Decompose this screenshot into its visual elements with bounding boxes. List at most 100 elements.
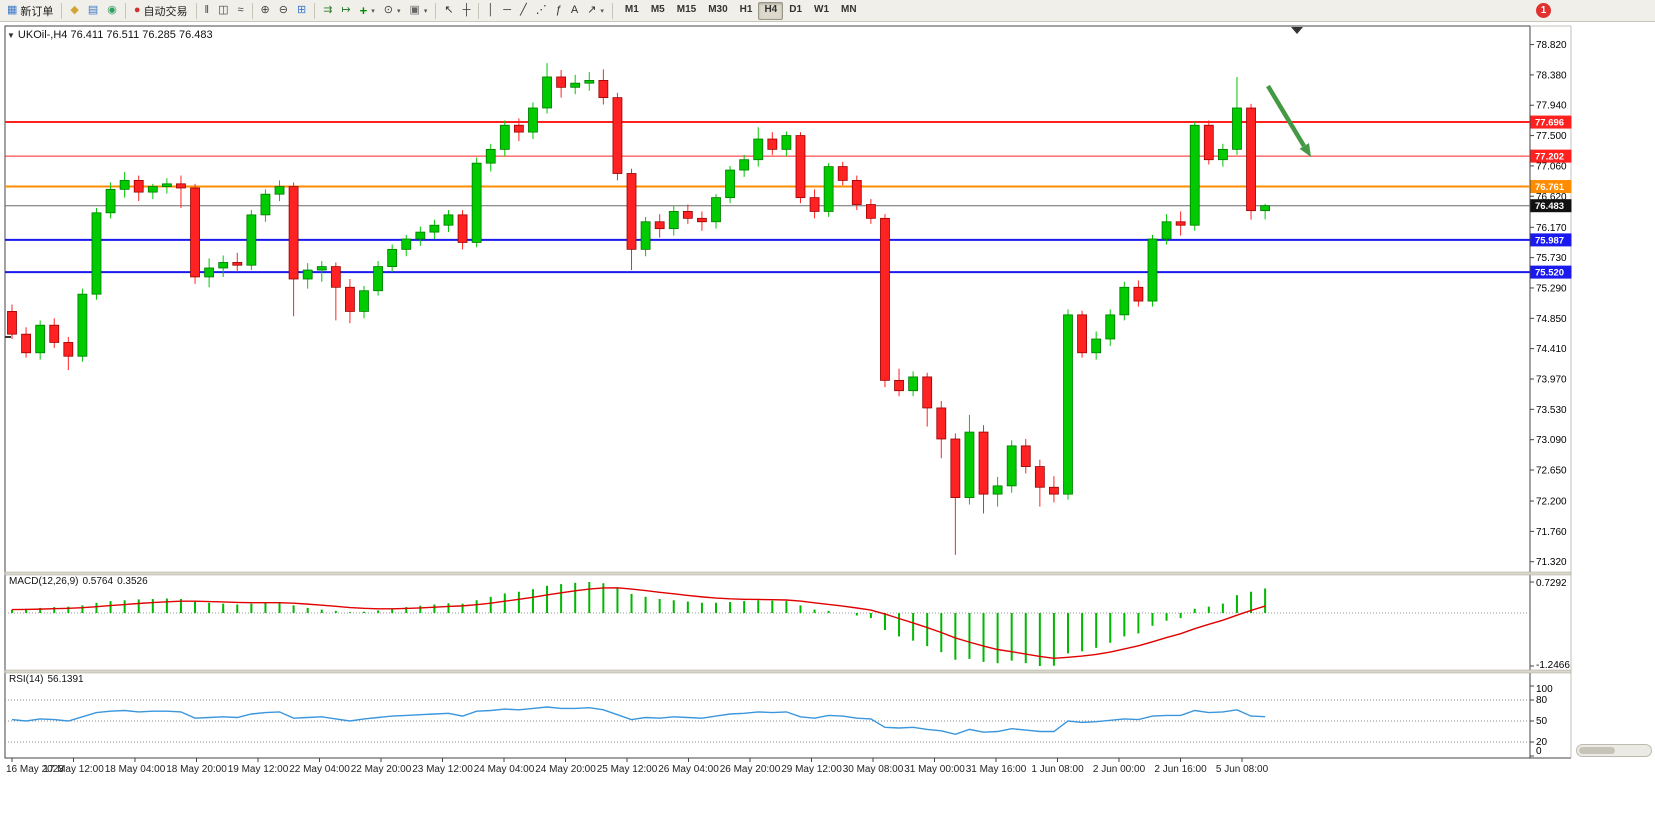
chart-title-text: UKOil-,H4 76.411 76.511 76.285 76.483 (17, 29, 213, 41)
macd-name: MACD(12,26,9) (9, 576, 79, 587)
dropdown-caret-icon: ▾ (396, 7, 401, 15)
zoom-out-icon: ⊖ (278, 4, 288, 16)
new-order-button[interactable]: ▦ 新订单 (3, 2, 57, 20)
auto-scroll-button[interactable]: ⇉ (319, 2, 336, 20)
arrows-button[interactable]: ↗ ▾ (583, 2, 608, 20)
svg-text:25 May 12:00: 25 May 12:00 (597, 764, 658, 775)
chart-shift-button[interactable]: ↦ (337, 2, 354, 20)
arrow-object-icon: ↗ (587, 4, 597, 16)
svg-text:76.620: 76.620 (1536, 192, 1567, 203)
candlestick-chart-button[interactable]: ◫ (214, 2, 232, 20)
template-icon: ▣ (409, 4, 420, 16)
timeframe-d1[interactable]: D1 (789, 3, 803, 15)
svg-text:72.650: 72.650 (1536, 466, 1567, 477)
trend-arrow-annotation[interactable] (1266, 84, 1311, 157)
svg-text:24 May 04:00: 24 May 04:00 (474, 764, 535, 775)
svg-text:17 May 12:00: 17 May 12:00 (43, 764, 104, 775)
svg-text:77.202: 77.202 (1535, 152, 1564, 163)
cursor-button[interactable]: ↖ (440, 2, 457, 20)
indicators-button[interactable]: + ▾ (356, 2, 379, 20)
candlestick-chart-icon: ◫ (218, 4, 229, 16)
timeframe-w1[interactable]: W1 (814, 3, 830, 15)
fibonacci-button[interactable]: ƒ (552, 2, 566, 20)
macd-panel: 0.7292 -1.2466 (5, 578, 1570, 671)
svg-text:16 May 2023: 16 May 2023 (6, 764, 64, 775)
svg-text:19 May 12:00: 19 May 12:00 (228, 764, 289, 775)
svg-text:74.410: 74.410 (1536, 344, 1567, 355)
svg-text:18 May 04:00: 18 May 04:00 (105, 764, 166, 775)
vertical-line-button[interactable]: │ (483, 2, 498, 20)
scrollbar-thumb[interactable] (1579, 747, 1615, 754)
channel-button[interactable]: ⋰ (532, 2, 551, 20)
new-order-icon: ▦ (7, 4, 18, 16)
svg-text:50: 50 (1536, 716, 1548, 727)
candlestick-series (7, 63, 1271, 555)
horizontal-scrollbar[interactable] (1576, 744, 1652, 757)
svg-text:78.380: 78.380 (1536, 70, 1567, 81)
timeframe-m5[interactable]: M5 (650, 3, 665, 15)
svg-text:24 May 20:00: 24 May 20:00 (535, 764, 596, 775)
zoom-out-button[interactable]: ⊖ (275, 2, 292, 20)
toolbar-separator (251, 2, 253, 19)
svg-text:73.090: 73.090 (1536, 435, 1567, 446)
horizontal-line-icon: ─ (503, 4, 512, 16)
svg-text:80: 80 (1536, 695, 1548, 706)
svg-text:26 May 04:00: 26 May 04:00 (658, 764, 719, 775)
terminal-button[interactable]: ◉ (103, 2, 121, 20)
crosshair-button[interactable]: ┼ (459, 2, 475, 20)
autotrading-button[interactable]: ● 自动交易 (130, 2, 192, 20)
svg-text:2 Jun 00:00: 2 Jun 00:00 (1093, 764, 1146, 775)
timeframe-m15[interactable]: M15 (676, 3, 697, 15)
rsi-name: RSI(14) (9, 674, 44, 685)
timeframe-m30[interactable]: M30 (708, 3, 728, 15)
line-chart-icon: ≈ (237, 4, 244, 16)
text-label-button[interactable]: A (567, 2, 582, 20)
chart-title: ▼ UKOil-,H4 76.411 76.511 76.285 76.483 (7, 29, 213, 41)
svg-text:75.730: 75.730 (1536, 253, 1567, 264)
svg-text:75.290: 75.290 (1536, 283, 1567, 294)
timeframe-h1[interactable]: H1 (739, 3, 753, 15)
timeframe-mn[interactable]: MN (841, 3, 857, 15)
timeframe-m1[interactable]: M1 (624, 3, 639, 15)
trendline-icon: ╱ (520, 4, 527, 16)
svg-text:22 May 04:00: 22 May 04:00 (289, 764, 350, 775)
periods-button[interactable]: ⊙ ▾ (380, 2, 405, 20)
svg-text:30 May 08:00: 30 May 08:00 (843, 764, 904, 775)
chart-menu-icon[interactable]: ▼ (7, 31, 15, 40)
templates-button[interactable]: ▣ ▾ (405, 2, 431, 20)
price-axis[interactable]: 78.820 78.380 77.940 77.500 77.060 76.620 76.1… (1530, 40, 1567, 568)
autotrading-button-label: 自动交易 (143, 5, 188, 18)
line-chart-button[interactable]: ≈ (234, 2, 248, 20)
toolbar-separator (611, 2, 613, 19)
horizontal-line-button[interactable]: ─ (499, 2, 515, 20)
dropdown-caret-icon: ▾ (423, 7, 428, 15)
svg-text:31 May 16:00: 31 May 16:00 (966, 764, 1027, 775)
auto-scroll-icon: ⇉ (323, 4, 333, 16)
svg-text:76.170: 76.170 (1536, 223, 1567, 234)
dropdown-caret-icon: ▾ (600, 7, 604, 15)
metaeditor-button[interactable]: ◆ (66, 2, 82, 20)
svg-text:1 Jun 08:00: 1 Jun 08:00 (1031, 764, 1084, 775)
svg-text:75.520: 75.520 (1535, 268, 1564, 279)
chart-shift-marker-icon[interactable] (1291, 27, 1303, 34)
autotrading-icon: ● (133, 4, 141, 16)
zoom-in-button[interactable]: ⊕ (257, 2, 274, 20)
timeframe-h4[interactable]: H4 (758, 1, 784, 20)
toolbar-separator (314, 2, 316, 19)
svg-text:-1.2466: -1.2466 (1536, 660, 1570, 671)
toolbar-separator (435, 2, 437, 19)
svg-text:5 Jun 08:00: 5 Jun 08:00 (1216, 764, 1269, 775)
panel-splitters[interactable] (4, 571, 1572, 674)
market-watch-button[interactable]: ▤ (84, 2, 102, 20)
price-level-lines[interactable] (5, 121, 1530, 274)
tile-windows-button[interactable]: ⊞ (293, 2, 310, 20)
bar-chart-button[interactable]: ǁ (201, 2, 214, 20)
notification-badge[interactable]: 1 (1536, 3, 1551, 18)
trendline-button[interactable]: ╱ (516, 2, 531, 20)
svg-text:31 May 00:00: 31 May 00:00 (904, 764, 965, 775)
price-axis-tags: 77.696 77.202 76.761 75.987 75.520 76.483 (1530, 115, 1572, 279)
